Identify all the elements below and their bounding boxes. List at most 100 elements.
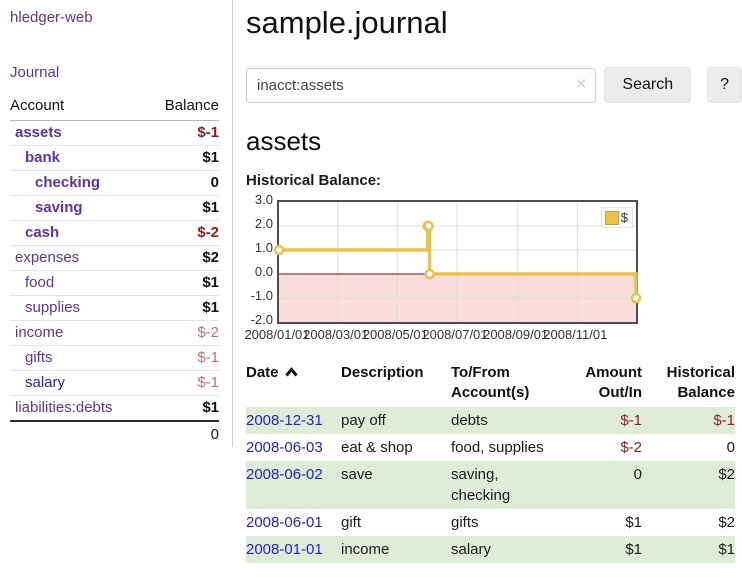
register-table: Date Description To/From Account(s) Amou…: [246, 361, 735, 563]
transaction-date: 2008-06-01: [246, 509, 341, 536]
register-header-row: Date Description To/From Account(s) Amou…: [246, 361, 735, 407]
accounts-table: Account Balance assets $-1 bank $1 checking 0…: [10, 95, 219, 448]
account-row: liabilities:debts $1: [10, 395, 219, 421]
account-link[interactable]: salary: [25, 374, 66, 391]
search-box: ✕: [246, 67, 597, 103]
account-link[interactable]: food: [25, 274, 55, 291]
x-axis-label: 2008/03/01: [303, 327, 369, 342]
account-balance: $1: [146, 270, 219, 296]
transaction-description: pay off: [341, 412, 386, 429]
account-balance: $1: [146, 295, 219, 321]
account-row: income $-2: [10, 320, 219, 346]
account-link[interactable]: income: [15, 324, 64, 341]
chart-canvas: [273, 202, 642, 322]
transaction-balance: $2: [718, 466, 735, 483]
account-balance: $2: [146, 245, 219, 271]
account-balance: $-2: [146, 320, 219, 346]
legend-label: $: [620, 210, 628, 225]
account-balance: $-1: [197, 124, 219, 141]
transaction-amount: 0: [633, 466, 642, 483]
brand-link[interactable]: hledger-web: [10, 9, 93, 26]
transaction-row: 2008-12-31 pay off debts $-1 $-1: [246, 407, 735, 434]
column-header-amount: Amount Out/In: [585, 364, 642, 401]
account-link[interactable]: supplies: [25, 299, 81, 316]
transaction-row: 2008-06-01 gift gifts $1 $2: [246, 509, 735, 536]
clear-search-icon[interactable]: ✕: [574, 75, 588, 93]
search-input[interactable]: [246, 67, 597, 103]
sort-asc-icon: [284, 367, 298, 377]
transaction-date-link[interactable]: 2008-06-01: [246, 514, 323, 531]
account-link[interactable]: bank: [25, 149, 61, 166]
search-button[interactable]: Search: [604, 67, 692, 103]
accounts-table-header: Account Balance: [10, 95, 219, 121]
account-link[interactable]: checking: [35, 174, 101, 191]
transaction-amount: $-2: [620, 439, 642, 456]
x-axis-label: 2008/11/01: [543, 327, 608, 342]
y-axis-label: 2.0: [254, 216, 273, 231]
accounts-column-header: Account: [10, 95, 147, 121]
transaction-balance: 0: [726, 439, 735, 456]
chart-plot-area: $: [273, 200, 642, 324]
column-header-balance: Historical Balance: [666, 364, 735, 401]
accounts-total-row: 0: [10, 420, 219, 448]
chart-legend: $: [600, 207, 633, 228]
transaction-accounts: salary: [451, 541, 492, 558]
account-balance: $1: [146, 395, 219, 421]
transaction-accounts: gifts: [451, 514, 479, 531]
transaction-amount: $1: [625, 514, 642, 531]
account-link[interactable]: gifts: [25, 349, 53, 366]
transaction-description: save: [341, 466, 373, 483]
transaction-description: gift: [341, 514, 362, 531]
x-axis-label: 2008/07/01: [422, 327, 488, 342]
account-balance: 0: [146, 170, 219, 196]
sidebar-item-journal[interactable]: Journal: [10, 64, 60, 81]
transaction-amount: $1: [625, 541, 642, 558]
transaction-description: income: [341, 541, 390, 558]
account-row: salary $-1: [10, 370, 219, 396]
transaction-date: 2008-01-01: [246, 536, 341, 563]
y-axis-label: 1.0: [254, 240, 273, 255]
account-row: gifts $-1: [10, 345, 219, 371]
y-axis-label: 0.0: [254, 264, 273, 279]
help-button[interactable]: ?: [707, 67, 742, 103]
account-row: checking 0: [10, 170, 219, 196]
account-heading: assets: [246, 126, 322, 156]
y-axis-label: -2.0: [250, 312, 273, 327]
transaction-date-link[interactable]: 2008-12-31: [246, 412, 323, 429]
transaction-amount: $-1: [620, 412, 642, 429]
transaction-date: 2008-06-03: [246, 434, 341, 461]
transaction-balance: $2: [718, 514, 735, 531]
column-header-description: Description: [341, 364, 424, 381]
transaction-date-link[interactable]: 2008-06-03: [246, 439, 323, 456]
transaction-row: 2008-06-02 save saving, checking 0 $2: [246, 461, 735, 509]
x-axis-label: 2008/09/01: [483, 327, 549, 342]
column-header-accounts: To/From Account(s): [451, 364, 530, 401]
transaction-date: 2008-12-31: [246, 407, 341, 434]
transaction-date-link[interactable]: 2008-06-02: [246, 466, 323, 483]
account-row: food $1: [10, 270, 219, 296]
account-row: supplies $1: [10, 295, 219, 321]
transaction-date: 2008-06-02: [246, 461, 341, 509]
balance-column-header: Balance: [146, 95, 219, 121]
chart-title: Historical Balance:: [246, 172, 382, 189]
account-row: bank $1: [10, 145, 219, 171]
transaction-date-link[interactable]: 2008-01-01: [246, 541, 323, 558]
column-header-date[interactable]: Date: [246, 361, 341, 407]
legend-swatch-icon: [604, 210, 619, 225]
account-link[interactable]: expenses: [15, 249, 80, 266]
account-link[interactable]: cash: [25, 224, 60, 241]
account-link[interactable]: liabilities:debts: [15, 399, 113, 416]
account-balance: $-2: [146, 220, 219, 246]
account-balance: $-1: [146, 345, 219, 371]
account-link[interactable]: saving: [35, 199, 83, 216]
account-link[interactable]: assets: [15, 124, 62, 141]
accounts-total-value: 0: [146, 420, 219, 448]
account-row: cash $-2: [10, 220, 219, 246]
transaction-description: eat & shop: [341, 439, 413, 456]
account-row: saving $1: [10, 195, 219, 221]
y-axis-label: 3.0: [254, 192, 273, 207]
account-balance: $1: [146, 145, 219, 171]
sidebar: hledger-web Journal Account Balance asse…: [0, 0, 233, 448]
account-row: assets $-1: [10, 121, 219, 146]
